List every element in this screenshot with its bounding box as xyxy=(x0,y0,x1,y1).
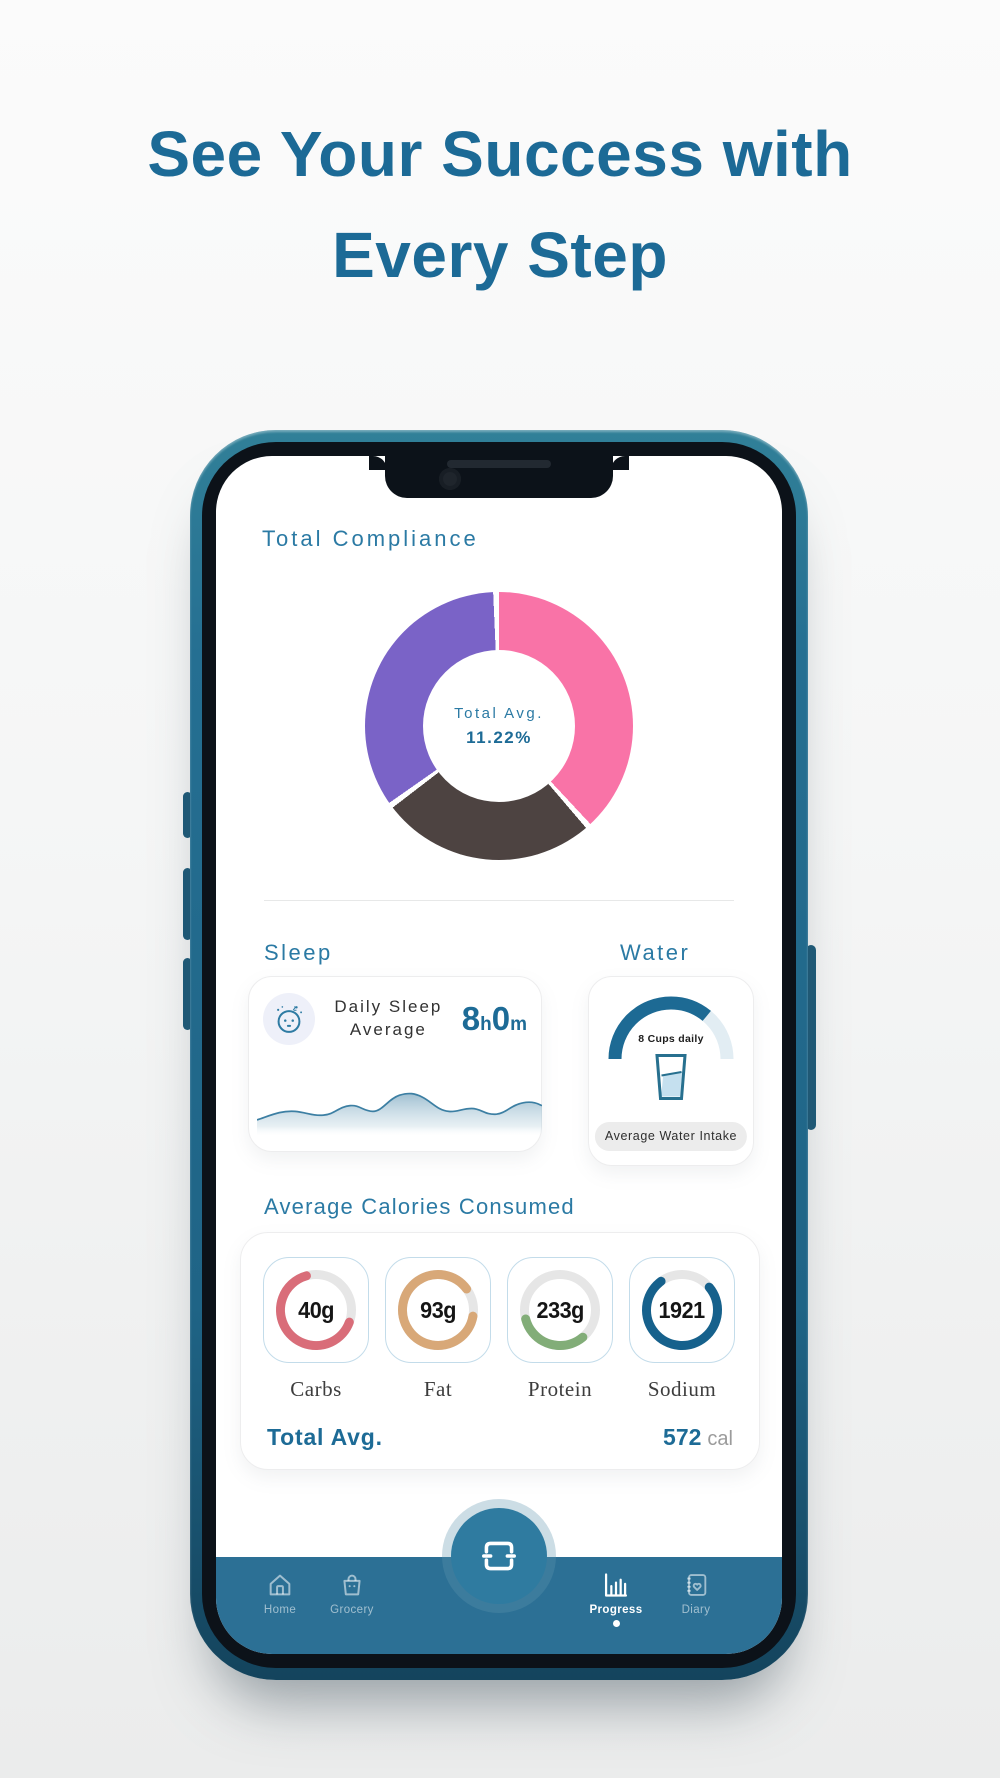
water-caption-pill: Average Water Intake xyxy=(594,1122,748,1151)
nav-item-diary[interactable]: Diary xyxy=(654,1571,738,1616)
sleep-average-value: 8h0m xyxy=(461,1000,527,1037)
phone-volume-down-button xyxy=(183,958,192,1030)
nav-item-progress[interactable]: Progress xyxy=(574,1571,658,1627)
phone-notch xyxy=(369,456,629,498)
active-tab-dot xyxy=(612,1620,620,1627)
earpiece-speaker xyxy=(447,460,551,468)
calories-total-value: 572 cal xyxy=(663,1424,733,1450)
sleep-trend-sparkline xyxy=(257,1092,542,1137)
sleep-face-icon xyxy=(263,993,315,1045)
fat-label: Fat xyxy=(423,1377,453,1401)
scan-frame-icon xyxy=(482,1541,516,1571)
phone-mute-switch xyxy=(183,792,192,838)
sleep-card-label: Daily Sleep Average xyxy=(334,997,443,1039)
total-compliance-heading: Total Compliance xyxy=(262,526,479,551)
protein-label: Protein xyxy=(527,1377,593,1401)
diary-icon xyxy=(687,1574,707,1596)
carbs-label: Carbs xyxy=(290,1377,342,1401)
sodium-ring: 1921 xyxy=(629,1257,735,1363)
sodium-label: Sodium xyxy=(647,1377,717,1401)
phone-volume-up-button xyxy=(183,868,192,940)
sleep-card-header: Daily Sleep Average 8h0m xyxy=(263,993,527,1045)
phone-frame: Total Compliance Total Avg. 11.22% Sleep… xyxy=(190,430,808,1680)
calories-total-row: Total Avg. 572 cal xyxy=(267,1424,733,1451)
grocery-bag-icon xyxy=(343,1574,361,1596)
water-gauge-label: 8 Cups daily xyxy=(638,1033,704,1045)
carbs-ring: 40g xyxy=(263,1257,369,1363)
donut-center: Total Avg. 11.22% xyxy=(423,650,575,802)
water-heading: Water xyxy=(620,940,691,965)
protein-ring: 233g xyxy=(507,1257,613,1363)
phone-bezel: Total Compliance Total Avg. 11.22% Sleep… xyxy=(202,442,796,1668)
home-icon xyxy=(269,1574,291,1596)
phone-screen: Total Compliance Total Avg. 11.22% Sleep… xyxy=(216,456,782,1654)
macro-item-sodium: 1921 Sodium xyxy=(629,1257,735,1402)
front-camera xyxy=(439,468,461,490)
fat-value: 93g xyxy=(420,1296,456,1323)
sodium-value: 1921 xyxy=(658,1296,706,1323)
donut-center-value: 11.22% xyxy=(466,727,532,747)
macro-item-fat: 93g Fat xyxy=(385,1257,491,1402)
water-card: 8 Cups daily Average Water Intake xyxy=(588,976,754,1166)
section-divider xyxy=(264,900,734,901)
calories-total-label: Total Avg. xyxy=(267,1424,383,1450)
calories-card: 40g Carbs 93g Fat xyxy=(240,1232,760,1470)
phone-power-button xyxy=(806,945,816,1130)
fat-ring: 93g xyxy=(385,1257,491,1363)
sleep-card: Daily Sleep Average 8h0m xyxy=(248,976,542,1152)
headline-line2: Every Step xyxy=(332,219,668,292)
water-gauge xyxy=(608,996,734,1060)
macro-tiles-row: 40g Carbs 93g Fat xyxy=(263,1257,737,1402)
bar-chart-icon xyxy=(604,1573,628,1597)
protein-value: 233g xyxy=(536,1296,584,1323)
donut-center-label: Total Avg. xyxy=(454,704,544,722)
compliance-donut-chart: Total Avg. 11.22% xyxy=(365,592,633,860)
headline-line1: See Your Success with xyxy=(147,118,853,190)
scan-button[interactable] xyxy=(451,1508,547,1604)
macro-item-carbs: 40g Carbs xyxy=(263,1257,369,1402)
nav-item-home[interactable]: Home xyxy=(238,1571,322,1616)
macro-item-protein: 233g Protein xyxy=(507,1257,613,1402)
page-title: See Your Success with Every Step xyxy=(0,104,1000,306)
calories-heading: Average Calories Consumed xyxy=(264,1194,575,1219)
sleep-heading: Sleep xyxy=(264,940,333,965)
water-glass-icon xyxy=(655,1054,687,1100)
carbs-value: 40g xyxy=(298,1296,334,1323)
nav-item-grocery[interactable]: Grocery xyxy=(310,1571,394,1616)
